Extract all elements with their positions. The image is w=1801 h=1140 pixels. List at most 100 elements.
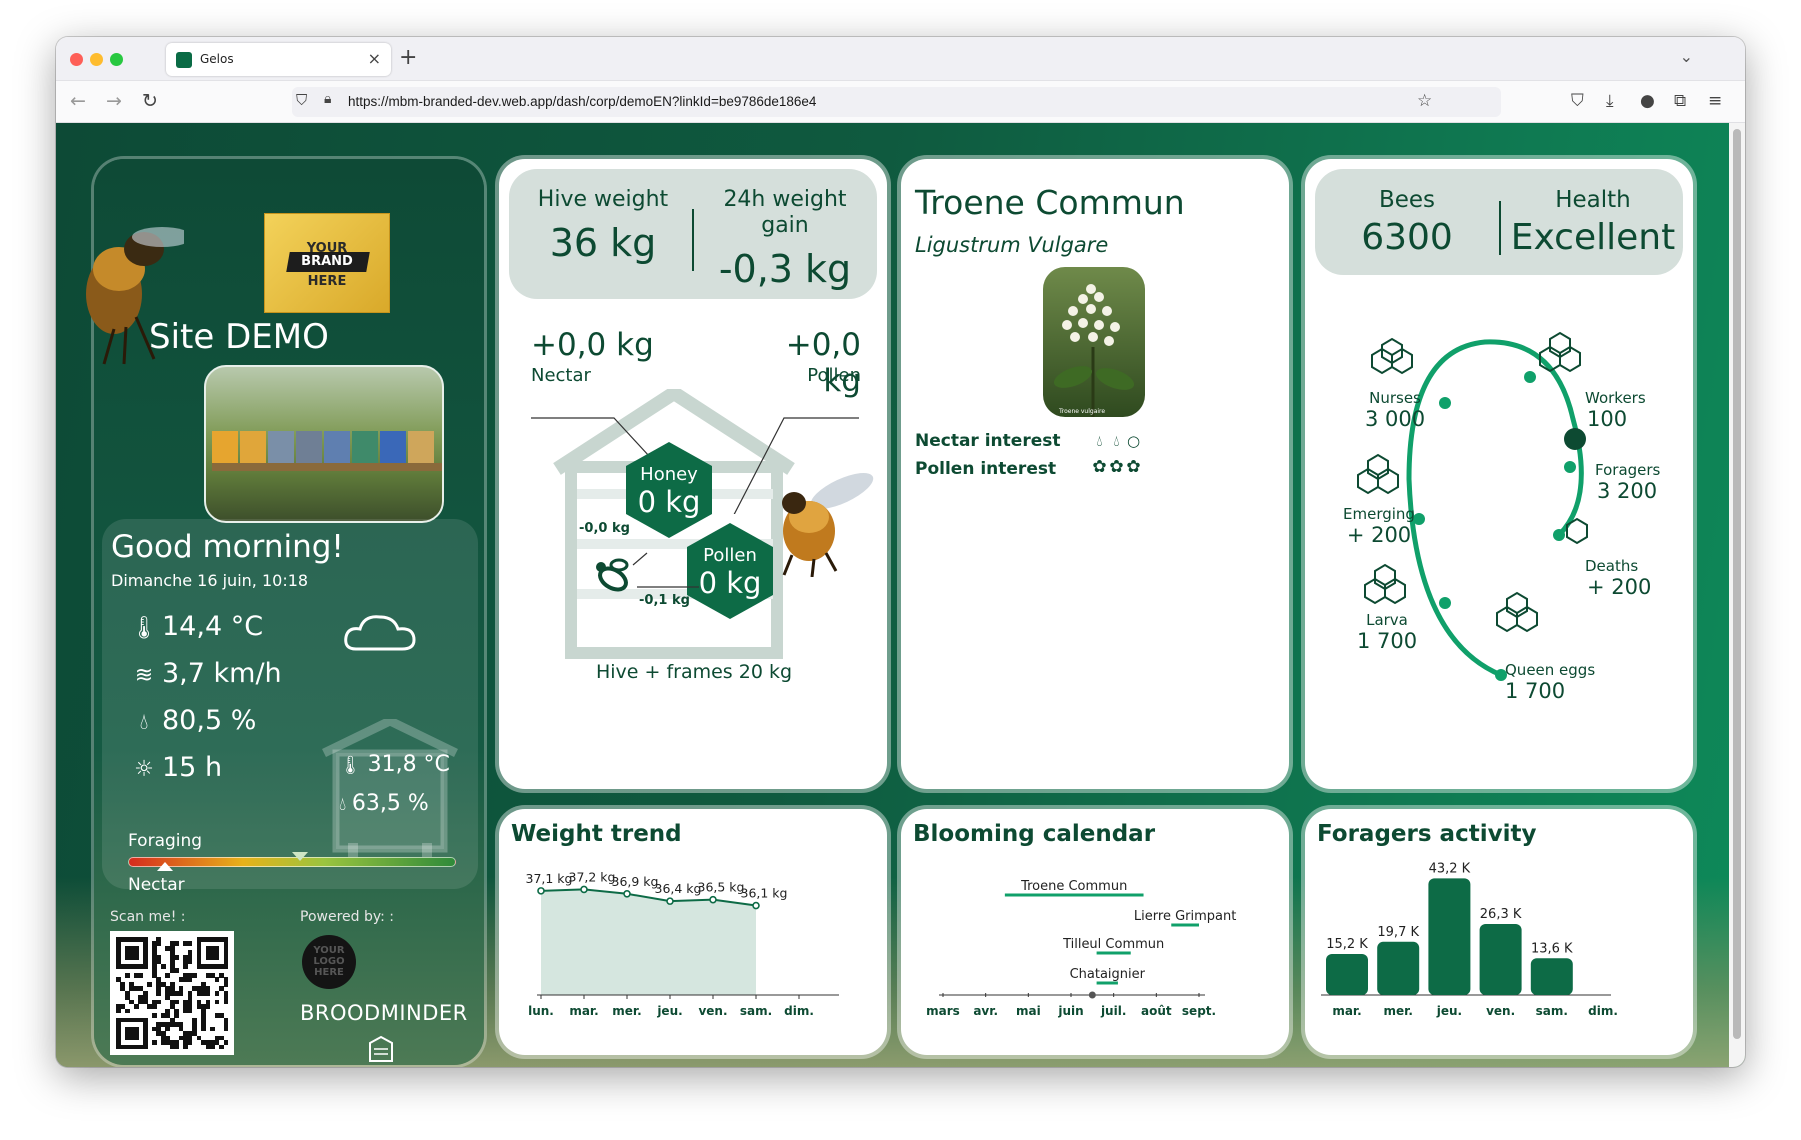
url-field-background[interactable]	[292, 87, 1501, 117]
foragers-bar	[1428, 878, 1471, 995]
weight-x-tick-label: mer.	[612, 1004, 641, 1018]
scan-label: Scan me! :	[110, 909, 186, 925]
honey-value: 0 kg	[637, 485, 701, 519]
hive-temperature-value: 31,8 °C	[367, 752, 450, 777]
bloom-month-label: juil.	[1100, 1004, 1126, 1018]
plant-latin-name: Ligustrum Vulgare	[915, 233, 1109, 257]
apiary-photo	[204, 365, 444, 523]
bookmark-star-icon[interactable]: ☆	[1417, 91, 1433, 111]
hive-humidity-value: 63,5 %	[351, 791, 429, 816]
pocket-icon[interactable]: ⛉	[1571, 91, 1584, 111]
foragers-activity-title: Foragers activity	[1317, 821, 1537, 847]
bloom-month-label: avr.	[973, 1004, 998, 1018]
close-window-button[interactable]	[70, 53, 83, 66]
nurses-label: Nurses	[1369, 389, 1421, 407]
gain-value: -0,3 kg	[718, 247, 852, 291]
foragers-data-label: 13,6 K	[1531, 941, 1573, 956]
weight-point	[623, 889, 631, 898]
colony-summary: Bees 6300 Health Excellent	[1315, 169, 1683, 275]
menu-icon[interactable]: ≡	[1708, 91, 1723, 111]
pollen-flower-icon: ✿	[1109, 457, 1124, 477]
wind-row: ≋ 3,7 km/h	[126, 658, 282, 689]
bloom-month-label: sept.	[1182, 1004, 1216, 1018]
weight-data-label: 36,1 kg	[741, 886, 788, 901]
foragers-x-tick-label: dim.	[1588, 1004, 1618, 1018]
list-tabs-icon[interactable]: ⌄	[1679, 47, 1693, 66]
health-value: Excellent	[1510, 217, 1676, 258]
wind-icon: ≋	[134, 663, 154, 688]
weight-x-tick-label: sam.	[740, 1004, 772, 1018]
sunshine-row: ☼ 15 h	[126, 752, 222, 783]
foragers-bar	[1479, 923, 1522, 995]
honey-consumption: -0,0 kg	[579, 521, 630, 536]
account-icon[interactable]: ●	[1640, 91, 1655, 111]
foraging-marker-icon	[291, 852, 308, 861]
foragers-x-tick-label: mer.	[1383, 1004, 1412, 1018]
weight-x-tick-label: jeu.	[656, 1004, 682, 1018]
lock-icon[interactable]: 🔒︎	[324, 91, 332, 107]
nectar-interest-rating: 💧︎ 💧︎ ○	[1091, 431, 1142, 450]
bloom-plant-label: Chataignier	[1070, 967, 1146, 982]
weight-x-tick-label: lun.	[528, 1004, 554, 1018]
foragers-label: Foragers	[1595, 461, 1661, 479]
close-tab-icon[interactable]: ×	[367, 49, 381, 68]
deaths-value: + 200	[1587, 575, 1652, 599]
foragers-bar	[1530, 958, 1573, 995]
nectar-drop-icon: 💧︎	[1113, 432, 1120, 450]
weight-trend-card: Weight trend lun. mar. mer. jeu. ven. sam. dim…	[499, 809, 887, 1055]
forward-icon[interactable]: →	[106, 90, 122, 112]
dashboard-page: YOUR BRAND HERE Site DEMO	[56, 123, 1745, 1067]
weight-area	[541, 889, 756, 995]
cloud-icon	[344, 615, 416, 651]
nectar-marker-icon	[157, 862, 174, 871]
brand-line-3: HERE	[307, 274, 347, 289]
larva-value: 1 700	[1356, 629, 1418, 653]
foragers-data-label: 43,2 K	[1429, 861, 1471, 876]
site-name: Site DEMO	[149, 317, 329, 357]
bloom-month-label: mai	[1016, 1004, 1041, 1018]
workers-label: Workers	[1585, 389, 1646, 407]
brand-line-2: BRAND	[301, 254, 353, 269]
minimize-window-button[interactable]	[90, 53, 103, 66]
hive-weight-card: Hive weight 36 kg 24h weight gain -0,3 kg…	[499, 159, 887, 789]
bloom-today-marker	[1088, 991, 1096, 999]
pollen-interest-rating: ✿ ✿ ✿	[1091, 457, 1142, 477]
browser-tab[interactable]: Gelos ×	[166, 43, 391, 76]
brand-logo: YOUR BRAND HERE	[264, 213, 390, 313]
powered-label: Powered by: :	[300, 909, 395, 925]
temperature-row: 🌡︎ 14,4 °C	[126, 611, 263, 642]
pollen-hexagon-label: Pollen	[703, 545, 757, 566]
temperature-value: 14,4 °C	[162, 611, 264, 642]
nectar-drop-icon: 💧︎	[1096, 432, 1103, 450]
reload-icon[interactable]: ↻	[142, 90, 158, 112]
new-tab-icon[interactable]: +	[399, 45, 418, 70]
current-datetime: Dimanche 16 juin, 10:18	[111, 571, 309, 590]
qr-code[interactable]	[110, 931, 234, 1055]
back-icon[interactable]: ←	[70, 90, 86, 112]
weight-data-label: 36,4 kg	[655, 881, 702, 896]
humidity-value: 80,5 %	[162, 705, 257, 736]
wind-value: 3,7 km/h	[162, 658, 282, 689]
foragers-bar	[1326, 953, 1368, 995]
download-icon[interactable]: ⤓	[1606, 91, 1614, 111]
pollen-gain-label: Pollen	[807, 365, 861, 386]
weight-summary: Hive weight 36 kg 24h weight gain -0,3 kg	[509, 169, 877, 299]
your-logo-placeholder: YOUR LOGO HERE	[302, 935, 356, 989]
shield-icon[interactable]: ⛉	[296, 91, 308, 109]
foragers-x-tick-label: jeu.	[1436, 1004, 1462, 1018]
page-scrollbar[interactable]	[1729, 123, 1745, 1067]
nectar-gain-label: Nectar	[531, 365, 591, 386]
colony-cycle-diagram	[1357, 331, 1588, 681]
hive-weight-value: 36 kg	[549, 221, 657, 265]
thermometer-icon: 🌡︎	[130, 616, 158, 641]
weight-point	[666, 897, 674, 905]
nectar-label: Nectar	[128, 875, 185, 895]
extensions-icon[interactable]: ⧉	[1674, 91, 1687, 111]
url-field[interactable]: https://mbm-branded-dev.web.app/dash/cor…	[348, 94, 817, 109]
maximize-window-button[interactable]	[110, 53, 123, 66]
broodminder-logo: BROODMINDER	[300, 1001, 468, 1025]
hive-thermometer-icon: 🌡︎	[339, 755, 368, 776]
weight-point	[537, 887, 545, 895]
site-favicon-icon	[176, 52, 192, 68]
queen-eggs-label: Queen eggs	[1505, 661, 1596, 679]
